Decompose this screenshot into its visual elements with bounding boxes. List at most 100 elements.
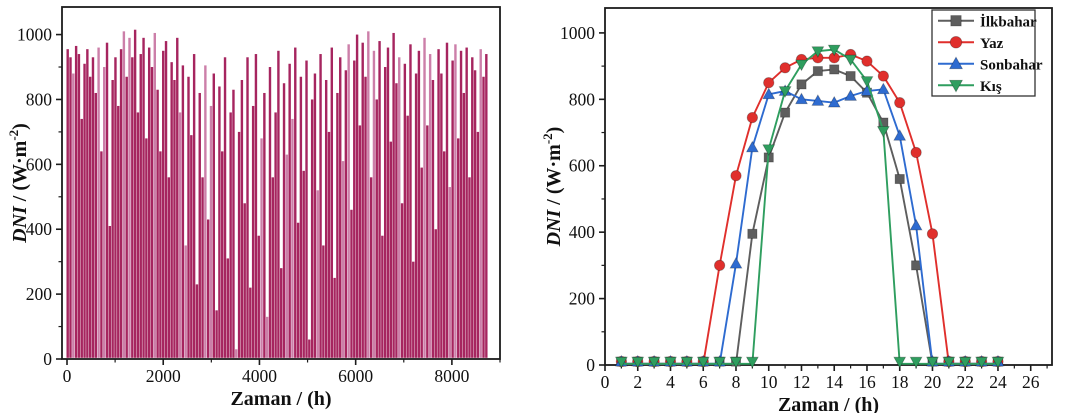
dni-bar (94, 92, 97, 358)
triangle-down-marker (762, 144, 776, 156)
plot-frame (61, 6, 501, 360)
dni-bar (243, 203, 246, 358)
dni-bar (173, 79, 176, 358)
triangle-up-marker (762, 87, 776, 100)
x-tick-label: 0 (601, 372, 610, 392)
dni-bar (66, 49, 69, 358)
dni-bar (232, 89, 235, 358)
dni-bar (459, 50, 463, 358)
triangle-down-marker (614, 356, 628, 369)
axes: 0 2 4 6 8 10 12 14 16 18 20 22 24 2602004006008001000… (540, 7, 1053, 413)
circle-marker (746, 111, 758, 124)
triangle-up-marker (909, 218, 923, 231)
dni-bar (423, 37, 426, 358)
dni-bar (198, 92, 201, 358)
dni-bar (195, 284, 199, 358)
triangle-down-marker (680, 356, 694, 369)
dni-bar (434, 229, 437, 358)
series-Kış (614, 44, 1005, 369)
triangle-down-marker (745, 356, 759, 369)
y-tick-label: 600 (26, 154, 53, 174)
square-marker (812, 66, 823, 77)
dni-bar (291, 118, 294, 358)
dni-bar (260, 138, 263, 358)
dni-bar (100, 151, 103, 358)
dni-bar (319, 54, 322, 358)
dni-bar (263, 92, 266, 358)
series-İlkbahar (616, 64, 1003, 367)
dni-bar (305, 60, 308, 358)
dni-bar (426, 125, 429, 358)
dni-bar (344, 70, 348, 358)
triangle-down-marker (844, 54, 858, 67)
x-tick-label: 4000 (242, 366, 277, 386)
dni-bar (457, 138, 460, 358)
dni-bar (249, 287, 252, 358)
square-marker (894, 174, 905, 185)
dni-bar (176, 37, 179, 358)
dni-bar (367, 31, 370, 358)
triangle-down-marker (909, 356, 923, 369)
triangle-up-marker (795, 92, 808, 105)
triangle-down-marker (778, 86, 792, 98)
dni-bar (299, 76, 303, 358)
dni-bar (187, 76, 190, 358)
dni-bar (280, 268, 283, 358)
dni-bar (327, 131, 331, 358)
dni-bar (428, 54, 432, 358)
dni-bar (136, 112, 140, 358)
dni-bar (417, 50, 421, 358)
dni-bar (235, 349, 238, 358)
dni-bar (372, 50, 376, 358)
dni-bar (294, 47, 297, 358)
dni-bar (246, 57, 249, 358)
dni-bar (108, 225, 112, 358)
dni-bar (465, 47, 468, 358)
circle-marker (926, 228, 939, 240)
triangle-down-marker (696, 356, 710, 369)
dni-bar (226, 258, 230, 358)
dni-bar (482, 76, 485, 358)
dni-bar (74, 45, 78, 358)
circle-marker (779, 62, 791, 74)
y-tick-label: 1000 (560, 23, 595, 43)
dni-bar (133, 29, 137, 358)
series-Yaz (615, 48, 1004, 368)
dni-bar (181, 65, 185, 358)
dni-bar (162, 50, 165, 358)
dni-bar (296, 222, 300, 358)
dni-bar (406, 115, 409, 358)
dni-bar (131, 57, 134, 358)
dni-bar (414, 73, 418, 358)
x-tick-label: 4 (666, 372, 675, 392)
seasonal-dni-chart: 0 2 4 6 8 10 12 14 16 18 20 22 24 2602004006008001000… (540, 7, 1053, 413)
dni-bar (265, 316, 269, 358)
x-tick-label: 18 (891, 372, 909, 392)
dni-bar (223, 57, 227, 358)
dni-bar (313, 73, 317, 358)
triangle-down-marker (860, 76, 874, 88)
annual-dni-chart: 0 2000 4000 6000 8000 0 200 400 600 800 1000 Zaman … (6, 6, 501, 410)
dni-bar (468, 177, 471, 358)
dni-bar (336, 92, 339, 358)
axes: 0 2000 4000 6000 8000 0 200 400 600 800 1000 Zaman … (6, 6, 501, 410)
dni-bar (271, 177, 275, 358)
legend-box (931, 9, 1036, 97)
x-axis-title: Zaman / (h) (230, 388, 331, 410)
y-tick-label: 600 (569, 156, 596, 176)
dni-bar (381, 235, 384, 358)
dni-bar (170, 62, 173, 358)
y-axis-title: DNI / (W·m-2) (6, 123, 31, 244)
dni-bar (308, 339, 311, 358)
dni-bar (451, 60, 454, 358)
triangle-down-marker (795, 59, 808, 72)
dni-bar (139, 54, 142, 358)
dni-bar (358, 125, 362, 358)
dni-bar (316, 190, 319, 358)
dni-bar (324, 79, 328, 358)
dni-bar (353, 60, 356, 358)
triangle-down-marker (827, 44, 841, 57)
legend: İlkbahar Yaz Sonbahar Kış (931, 9, 1043, 97)
dni-bar (395, 83, 398, 358)
dni-bar (485, 54, 488, 358)
